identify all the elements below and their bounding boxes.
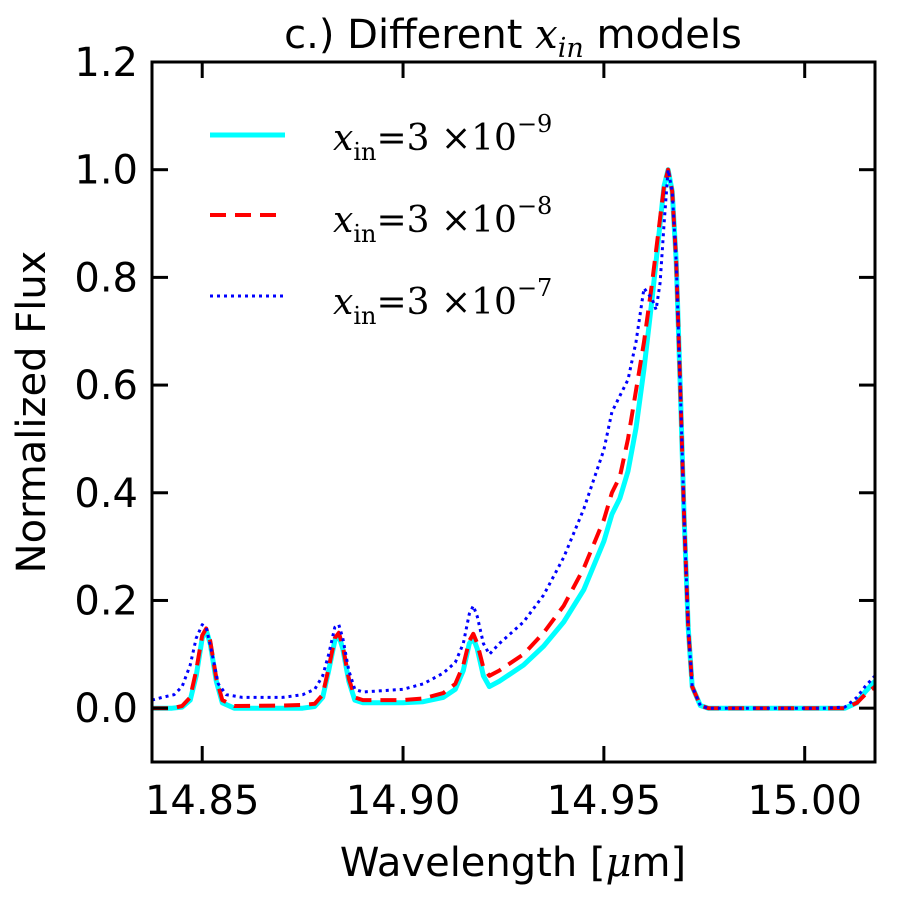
xlabel-suffix: m]: [632, 840, 687, 886]
x-tick-label: 14.90: [346, 778, 461, 824]
title-var: x: [535, 12, 558, 58]
title-suffix: models: [584, 12, 742, 58]
x-tick-label: 14.95: [547, 778, 662, 824]
y-tick-label: 0.2: [74, 578, 138, 624]
legend-3-var: x: [333, 282, 353, 323]
legend-2-var: x: [333, 200, 353, 241]
legend-1-var: x: [333, 118, 353, 159]
y-tick-label: 0.8: [74, 255, 138, 301]
legend-label-3: xin=3 ×10−7: [333, 274, 552, 330]
legend-2-eq: =3 ×10: [376, 200, 516, 241]
legend-3-exp: −7: [517, 274, 552, 302]
legend-2-sub: in: [353, 220, 376, 248]
y-tick-label: 0.4: [74, 471, 138, 517]
ticks-group: 14.85 14.90 14.95 15.00 0.0 0.2 0.4 0.6 0.8 1.0 1.…: [74, 40, 875, 824]
x-axis-label: Wavelength [μm]: [340, 840, 686, 886]
title-prefix: c.) Different: [284, 12, 535, 58]
legend: xin=3 ×10−9 xin=3 ×10−8 xin=3 ×10−7: [210, 110, 552, 330]
legend-1-exp: −9: [517, 110, 552, 138]
legend-3-eq: =3 ×10: [376, 282, 516, 323]
y-tick-label: 0.6: [74, 363, 138, 409]
y-axis-label: Normalized Flux: [9, 251, 55, 574]
plot-frame: [150, 60, 877, 764]
legend-1-sub: in: [353, 138, 376, 166]
series-line-3: [152, 168, 875, 710]
series-line-1: [152, 167, 875, 711]
xlabel-prefix: Wavelength [: [340, 840, 606, 886]
legend-label-1: xin=3 ×10−9: [333, 110, 552, 166]
legend-1-eq: =3 ×10: [376, 118, 516, 159]
legend-2-exp: −8: [517, 192, 552, 220]
legend-label-2: xin=3 ×10−8: [333, 192, 552, 248]
series-line-2: [152, 167, 875, 711]
y-tick-label: 1.2: [74, 40, 138, 86]
x-tick-label: 15.00: [747, 778, 862, 824]
x-tick-label: 14.85: [145, 778, 260, 824]
chart-title: c.) Different xin models: [284, 12, 742, 64]
y-tick-label: 1.0: [74, 148, 138, 194]
series-group: [152, 167, 875, 711]
y-tick-label: 0.0: [74, 686, 138, 732]
xlabel-mu: μ: [606, 840, 632, 886]
legend-3-sub: in: [353, 302, 376, 330]
title-sub: in: [558, 33, 584, 64]
